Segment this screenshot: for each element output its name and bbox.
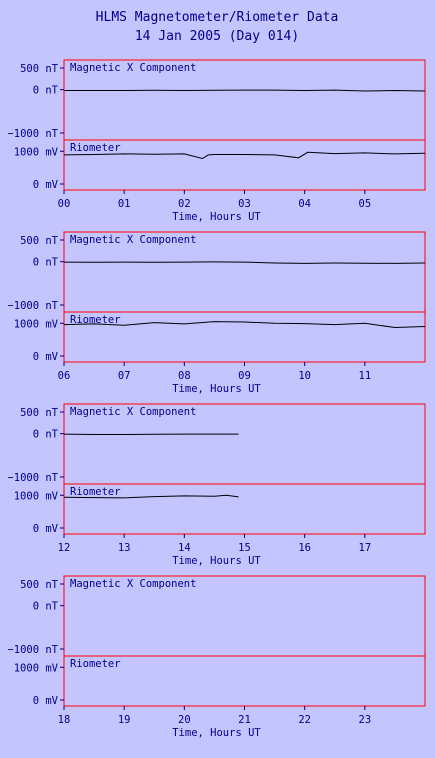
panel-4: 500 nT 0 nT −1000 nT 1000 mV 0 mV 18 19 20 21 22 2… (7, 575, 426, 739)
riometer-y-tick-label: 0 mV (33, 179, 59, 191)
magnetometer-y-tick-label: 500 nT (20, 63, 59, 75)
panel-1: 500 nT 0 nT −1000 nT 1000 mV 0 mV 00 01 02 03 04 0… (7, 59, 426, 223)
x-tick-label: 18 (58, 714, 71, 726)
x-axis-label: Time, Hours UT (172, 727, 261, 739)
x-axis-label: Time, Hours UT (172, 211, 261, 223)
x-tick-label: 17 (359, 542, 372, 554)
magnetometer-y-tick-label: 500 nT (20, 235, 59, 247)
panel-2: 500 nT 0 nT −1000 nT 1000 mV 0 mV 06 07 08 09 10 1… (7, 231, 426, 395)
chart-title: HLMS Magnetometer/Riometer Data (96, 10, 339, 25)
x-tick-label: 09 (238, 370, 251, 382)
x-axis-label: Time, Hours UT (172, 383, 261, 395)
x-tick-label: 16 (298, 542, 311, 554)
x-tick-label: 13 (118, 542, 131, 554)
riometer-series-label: Riometer (70, 486, 121, 498)
magnetometer-y-tick-label: −1000 nT (7, 472, 58, 484)
magnetometer-series-label: Magnetic X Component (70, 406, 196, 418)
x-tick-label: 00 (58, 198, 71, 210)
chart-panels: 500 nT 0 nT −1000 nT 1000 mV 0 mV 00 01 02 03 04 0… (7, 59, 426, 739)
riometer-trace (63, 151, 426, 160)
magnetometer-y-tick-label: −1000 nT (7, 300, 58, 312)
riometer-y-tick-label: 1000 mV (14, 146, 59, 158)
x-tick-label: 22 (298, 714, 311, 726)
riometer-trace (63, 494, 239, 499)
x-tick-label: 07 (118, 370, 131, 382)
riometer-y-tick-label: 0 mV (33, 351, 59, 363)
x-tick-label: 04 (298, 198, 311, 210)
magnetometer-y-tick-label: 0 nT (33, 601, 59, 613)
x-tick-label: 15 (238, 542, 251, 554)
x-tick-label: 14 (178, 542, 191, 554)
chart-subtitle: 14 Jan 2005 (Day 014) (135, 29, 299, 44)
x-tick-label: 02 (178, 198, 191, 210)
x-axis-label: Time, Hours UT (172, 555, 261, 567)
magnetometer-y-tick-label: 0 nT (33, 429, 59, 441)
magnetometer-y-tick-label: −1000 nT (7, 128, 58, 140)
magnetometer-y-tick-label: −1000 nT (7, 644, 58, 656)
magnetometer-y-tick-label: 500 nT (20, 579, 59, 591)
magnetometer-series-label: Magnetic X Component (70, 234, 196, 246)
panel-3: 500 nT 0 nT −1000 nT 1000 mV 0 mV 12 13 14 15 16 1… (7, 403, 426, 567)
magnetometer-series-label: Magnetic X Component (70, 578, 196, 590)
x-tick-label: 21 (238, 714, 251, 726)
x-tick-label: 08 (178, 370, 191, 382)
riometer-trace (63, 321, 426, 329)
x-tick-label: 23 (359, 714, 372, 726)
riometer-y-tick-label: 1000 mV (14, 318, 59, 330)
x-tick-label: 05 (359, 198, 372, 210)
riometer-y-tick-label: 1000 mV (14, 662, 59, 674)
x-tick-label: 10 (298, 370, 311, 382)
magnetometer-trace (64, 89, 426, 92)
magnetometer-y-tick-label: 0 nT (33, 85, 59, 97)
riometer-y-tick-label: 0 mV (33, 523, 59, 535)
riometer-series-label: Riometer (70, 314, 121, 326)
x-tick-label: 19 (118, 714, 131, 726)
riometer-y-tick-label: 0 mV (33, 695, 59, 707)
x-tick-label: 03 (238, 198, 251, 210)
magnetometer-y-tick-label: 500 nT (20, 407, 59, 419)
magnetometer-series-label: Magnetic X Component (70, 62, 196, 74)
riometer-series-label: Riometer (70, 658, 121, 670)
x-tick-label: 20 (178, 714, 191, 726)
x-tick-label: 06 (58, 370, 71, 382)
riometer-y-tick-label: 1000 mV (14, 490, 59, 502)
riometer-series-label: Riometer (70, 142, 121, 154)
magnetometer-y-tick-label: 0 nT (33, 257, 59, 269)
x-tick-label: 11 (359, 370, 372, 382)
x-tick-label: 01 (118, 198, 131, 210)
magnetometer-trace (63, 261, 426, 264)
x-tick-label: 12 (58, 542, 71, 554)
